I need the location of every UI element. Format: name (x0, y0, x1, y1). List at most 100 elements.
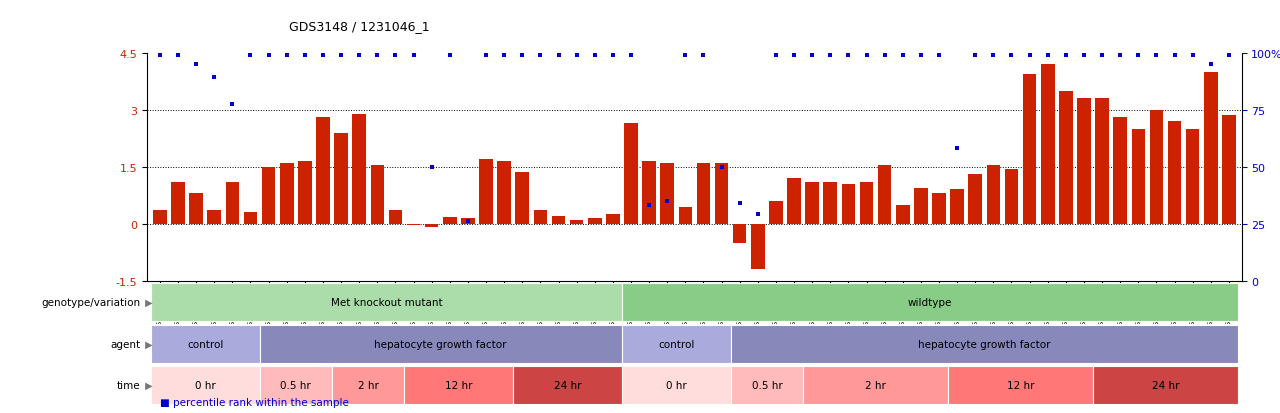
Text: ▶: ▶ (142, 339, 152, 349)
Bar (605, 215, 620, 224)
Point (168, 52, 188, 59)
Point (530, 52, 550, 59)
Point (657, 198, 677, 204)
Bar (932, 194, 946, 224)
Bar (1005, 169, 1019, 224)
Bar (404, 366, 513, 404)
Bar (172, 183, 184, 224)
Point (838, 52, 859, 59)
Bar (896, 205, 910, 224)
Point (204, 75, 224, 82)
Bar (622, 366, 731, 404)
Bar (987, 165, 1000, 224)
Bar (332, 366, 404, 404)
Bar (225, 183, 239, 224)
Bar (1023, 74, 1037, 224)
Bar (823, 183, 837, 224)
Text: GDS3148 / 1231046_1: GDS3148 / 1231046_1 (289, 20, 430, 33)
Bar (751, 224, 764, 269)
Bar (151, 325, 260, 363)
Text: Met knockout mutant: Met knockout mutant (330, 297, 442, 308)
Point (241, 52, 261, 59)
Bar (370, 165, 384, 224)
Point (512, 52, 532, 59)
Point (712, 164, 732, 171)
Point (330, 52, 351, 59)
Bar (914, 188, 928, 224)
Bar (1093, 366, 1238, 404)
Text: ■ percentile rank within the sample: ■ percentile rank within the sample (160, 397, 349, 407)
Bar (842, 184, 855, 224)
Text: 2 hr: 2 hr (865, 380, 886, 390)
Point (639, 202, 659, 209)
Point (312, 52, 333, 59)
Text: 0 hr: 0 hr (195, 380, 215, 390)
Point (783, 52, 804, 59)
Bar (622, 284, 1238, 321)
Point (1128, 52, 1148, 59)
Bar (731, 366, 803, 404)
Bar (552, 216, 566, 224)
Point (385, 52, 406, 59)
Bar (660, 164, 675, 224)
Text: control: control (658, 339, 695, 349)
Bar (461, 218, 475, 224)
Bar (534, 211, 547, 224)
Bar (570, 220, 584, 224)
Bar (316, 118, 330, 224)
Point (403, 52, 424, 59)
Text: hepatocyte growth factor: hepatocyte growth factor (375, 339, 507, 349)
Bar (1041, 65, 1055, 224)
Bar (805, 183, 819, 224)
Point (150, 52, 170, 59)
Text: 12 hr: 12 hr (445, 380, 472, 390)
Text: time: time (118, 380, 141, 390)
Point (730, 200, 750, 206)
Bar (260, 325, 622, 363)
Point (983, 52, 1004, 59)
Bar (479, 160, 493, 224)
Point (1146, 52, 1166, 59)
Point (259, 52, 279, 59)
Point (765, 52, 786, 59)
Point (186, 62, 206, 68)
Bar (950, 190, 964, 224)
Bar (878, 165, 891, 224)
Point (965, 52, 986, 59)
Point (223, 102, 243, 108)
Point (367, 52, 388, 59)
Text: 12 hr: 12 hr (1007, 380, 1034, 390)
Point (349, 52, 370, 59)
Bar (678, 207, 692, 224)
Point (585, 52, 605, 59)
Point (929, 52, 950, 59)
Text: 0.5 hr: 0.5 hr (280, 380, 311, 390)
Point (439, 52, 460, 59)
Text: 24 hr: 24 hr (1152, 380, 1179, 390)
Point (856, 52, 877, 59)
Bar (1078, 99, 1091, 224)
Point (294, 52, 315, 59)
Bar (622, 325, 731, 363)
Bar (714, 164, 728, 224)
Bar (731, 325, 1238, 363)
Bar (425, 224, 439, 227)
Bar (154, 211, 166, 224)
Bar (298, 161, 311, 224)
Bar (696, 164, 710, 224)
Bar (151, 284, 622, 321)
Bar (513, 366, 622, 404)
Bar (860, 183, 873, 224)
Bar (207, 211, 221, 224)
Bar (1114, 118, 1126, 224)
Point (675, 52, 695, 59)
Point (1038, 52, 1059, 59)
Bar (769, 201, 783, 224)
Bar (1222, 116, 1235, 224)
Bar (407, 224, 420, 226)
Point (892, 52, 913, 59)
Bar (1059, 92, 1073, 224)
Point (1092, 52, 1112, 59)
Point (1219, 52, 1239, 59)
Bar (262, 167, 275, 224)
